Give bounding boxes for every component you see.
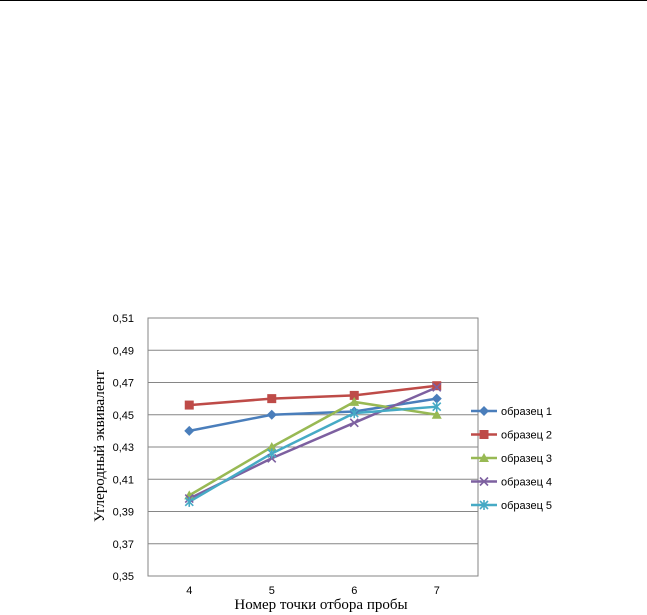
series-markers — [184, 381, 442, 507]
legend-label-series-2: образец 2 — [501, 430, 552, 442]
series-5-point — [349, 408, 359, 419]
legend-marker — [479, 500, 489, 510]
series-5-point — [184, 496, 194, 507]
y-tick-labels: 0,35 0,37 0,39 0,41 0,43 0,45 0,47 0,49 0,51 — [113, 313, 134, 583]
legend-label-series-5: образец 5 — [501, 500, 552, 512]
series-3-line — [188, 400, 437, 497]
x-tick-labels: 4 5 6 7 — [186, 585, 440, 597]
legend-marker — [479, 406, 489, 416]
grid-lines — [148, 349, 478, 545]
series-1-point — [431, 393, 442, 404]
series-1-point — [266, 409, 277, 420]
y-tick-label: 0,49 — [113, 345, 134, 357]
legend-marker — [479, 453, 489, 462]
series-2-point — [267, 394, 277, 404]
series-4-point — [432, 382, 442, 392]
series-3-point — [431, 409, 442, 419]
series-3-point — [349, 396, 360, 406]
x-tick-label: 5 — [269, 585, 275, 597]
legend-marker — [479, 476, 489, 487]
y-tick-label: 0,37 — [113, 539, 134, 551]
x-axis-title: Номер точки отбора пробы — [234, 597, 407, 613]
series-3-point — [266, 442, 277, 451]
legend-label-series-4: образец 4 — [501, 477, 552, 489]
x-tick-label: 7 — [434, 585, 440, 597]
series-5-point — [432, 401, 442, 412]
series-2-point — [432, 381, 442, 391]
x-tick-label: 4 — [186, 585, 192, 597]
legend-marker — [479, 430, 489, 439]
y-tick-label: 0,39 — [113, 507, 134, 519]
y-tick-label: 0,45 — [113, 410, 134, 422]
y-tick-label: 0,51 — [113, 313, 134, 325]
series-1-point — [184, 425, 195, 436]
series-4-point — [349, 418, 359, 428]
series-2-point — [349, 390, 359, 400]
series-2-line — [189, 384, 437, 407]
series-2-point — [184, 400, 194, 410]
x-tick-label: 6 — [351, 585, 357, 597]
legend: образец 1 образец 2 образец 3 образец 4 обра… — [471, 406, 552, 512]
y-tick-label: 0,41 — [113, 474, 134, 486]
legend-label-series-3: образец 3 — [501, 453, 552, 465]
y-tick-label: 0,35 — [113, 571, 134, 583]
y-axis-title: Углеродный эквивалент — [92, 369, 108, 522]
series-lines — [188, 384, 438, 503]
top-rule — [0, 0, 647, 1]
y-tick-label: 0,47 — [113, 378, 134, 390]
legend-label-series-1: образец 1 — [501, 406, 552, 418]
series-5-point — [267, 448, 277, 459]
series-5-line — [188, 405, 437, 503]
y-tick-label: 0,43 — [113, 442, 134, 454]
